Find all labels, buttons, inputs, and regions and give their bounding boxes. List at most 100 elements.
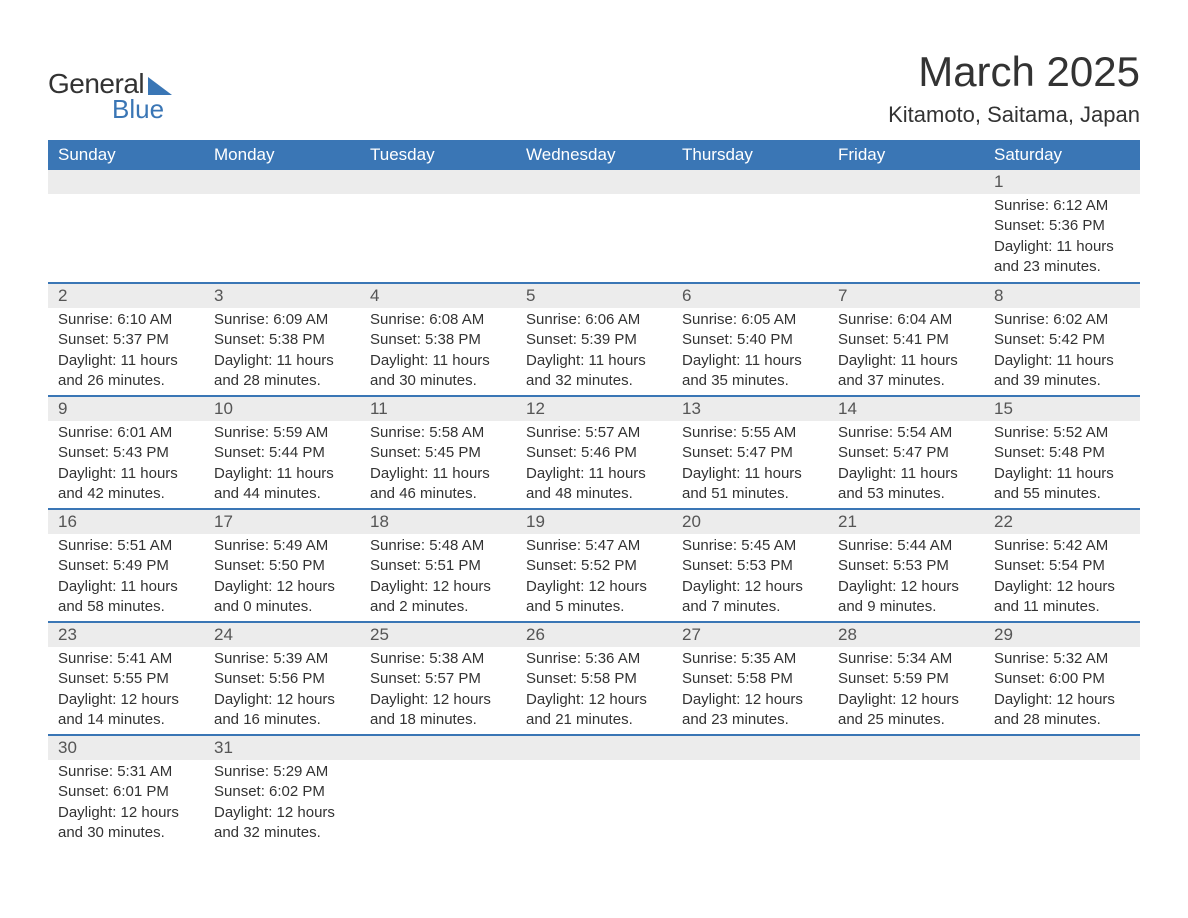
daylight-line-2: and 11 minutes. (994, 597, 1130, 617)
daylight-line-2: and 32 minutes. (214, 823, 350, 843)
details-row: Sunrise: 6:12 AMSunset: 5:36 PMDaylight:… (48, 194, 1140, 283)
daylight-line-2: and 42 minutes. (58, 484, 194, 504)
daylight-line-1: Daylight: 12 hours (214, 577, 350, 597)
sunrise-line: Sunrise: 6:01 AM (58, 423, 194, 443)
daylight-line-2: and 0 minutes. (214, 597, 350, 617)
daylight-line-1: Daylight: 11 hours (682, 464, 818, 484)
sunrise-line: Sunrise: 5:38 AM (370, 649, 506, 669)
day-details: Sunrise: 5:45 AMSunset: 5:53 PMDaylight:… (672, 534, 828, 621)
daylight-line-1: Daylight: 12 hours (214, 803, 350, 823)
day-details: Sunrise: 5:58 AMSunset: 5:45 PMDaylight:… (360, 421, 516, 508)
daylight-line-2: and 30 minutes. (58, 823, 194, 843)
day-details: Sunrise: 5:57 AMSunset: 5:46 PMDaylight:… (516, 421, 672, 508)
daylight-line-1: Daylight: 12 hours (214, 690, 350, 710)
sunrise-line: Sunrise: 5:34 AM (838, 649, 974, 669)
brand-word-blue: Blue (112, 94, 164, 125)
daylight-line-2: and 55 minutes. (994, 484, 1130, 504)
sunset-line: Sunset: 5:44 PM (214, 443, 350, 463)
day-number (672, 170, 828, 194)
day-number: 24 (204, 623, 360, 647)
daylight-line-1: Daylight: 11 hours (370, 351, 506, 371)
sunrise-line: Sunrise: 5:32 AM (994, 649, 1130, 669)
daylight-line-1: Daylight: 12 hours (370, 690, 506, 710)
day-number: 27 (672, 623, 828, 647)
sun-calendar-table: SundayMondayTuesdayWednesdayThursdayFrid… (48, 140, 1140, 848)
sunrise-line: Sunrise: 6:12 AM (994, 196, 1130, 216)
day-details: Sunrise: 5:51 AMSunset: 5:49 PMDaylight:… (48, 534, 204, 621)
day-details: Sunrise: 5:35 AMSunset: 5:58 PMDaylight:… (672, 647, 828, 734)
sunset-line: Sunset: 5:36 PM (994, 216, 1130, 236)
day-number (516, 736, 672, 760)
sunrise-line: Sunrise: 5:35 AM (682, 649, 818, 669)
daylight-line-1: Daylight: 11 hours (526, 351, 662, 371)
day-details: Sunrise: 6:08 AMSunset: 5:38 PMDaylight:… (360, 308, 516, 395)
daylight-line-1: Daylight: 11 hours (994, 351, 1130, 371)
day-number: 21 (828, 510, 984, 534)
day-details: Sunrise: 5:41 AMSunset: 5:55 PMDaylight:… (48, 647, 204, 734)
sunset-line: Sunset: 6:02 PM (214, 782, 350, 802)
daylight-line-2: and 35 minutes. (682, 371, 818, 391)
day-number: 9 (48, 397, 204, 421)
day-number (828, 736, 984, 760)
month-title: March 2025 (888, 48, 1140, 96)
title-block: March 2025 Kitamoto, Saitama, Japan (888, 48, 1140, 128)
daylight-line-2: and 26 minutes. (58, 371, 194, 391)
daynum-row: 1 (48, 170, 1140, 194)
day-number: 29 (984, 623, 1140, 647)
sunrise-line: Sunrise: 5:29 AM (214, 762, 350, 782)
day-details (828, 760, 984, 848)
day-number: 14 (828, 397, 984, 421)
day-number: 25 (360, 623, 516, 647)
sunrise-line: Sunrise: 5:52 AM (994, 423, 1130, 443)
day-details: Sunrise: 5:52 AMSunset: 5:48 PMDaylight:… (984, 421, 1140, 508)
daylight-line-2: and 23 minutes. (682, 710, 818, 730)
sunrise-line: Sunrise: 5:55 AM (682, 423, 818, 443)
details-row: Sunrise: 6:10 AMSunset: 5:37 PMDaylight:… (48, 308, 1140, 396)
day-number: 4 (360, 284, 516, 308)
sunrise-line: Sunrise: 5:39 AM (214, 649, 350, 669)
sunset-line: Sunset: 5:47 PM (838, 443, 974, 463)
weekday-header: Tuesday (360, 140, 516, 170)
daynum-row: 23242526272829 (48, 622, 1140, 647)
daylight-line-2: and 21 minutes. (526, 710, 662, 730)
day-details (516, 760, 672, 848)
sunrise-line: Sunrise: 5:59 AM (214, 423, 350, 443)
daylight-line-1: Daylight: 12 hours (58, 690, 194, 710)
day-number: 31 (204, 736, 360, 760)
daylight-line-1: Daylight: 12 hours (370, 577, 506, 597)
day-details: Sunrise: 6:02 AMSunset: 5:42 PMDaylight:… (984, 308, 1140, 395)
daylight-line-1: Daylight: 11 hours (58, 464, 194, 484)
day-details (672, 760, 828, 848)
daylight-line-2: and 37 minutes. (838, 371, 974, 391)
day-number: 17 (204, 510, 360, 534)
day-details (984, 760, 1140, 848)
weekday-header: Saturday (984, 140, 1140, 170)
day-details: Sunrise: 6:10 AMSunset: 5:37 PMDaylight:… (48, 308, 204, 395)
day-number: 26 (516, 623, 672, 647)
details-row: Sunrise: 5:51 AMSunset: 5:49 PMDaylight:… (48, 534, 1140, 622)
weekday-header: Wednesday (516, 140, 672, 170)
brand-logo: General Blue (48, 48, 172, 125)
day-number: 15 (984, 397, 1140, 421)
sunset-line: Sunset: 5:55 PM (58, 669, 194, 689)
details-row: Sunrise: 6:01 AMSunset: 5:43 PMDaylight:… (48, 421, 1140, 509)
daylight-line-2: and 7 minutes. (682, 597, 818, 617)
daynum-row: 9101112131415 (48, 396, 1140, 421)
day-number: 30 (48, 736, 204, 760)
sunset-line: Sunset: 5:45 PM (370, 443, 506, 463)
brand-triangle-icon (148, 77, 172, 95)
day-number: 18 (360, 510, 516, 534)
daynum-row: 16171819202122 (48, 509, 1140, 534)
sunrise-line: Sunrise: 5:51 AM (58, 536, 194, 556)
sunset-line: Sunset: 5:38 PM (214, 330, 350, 350)
sunset-line: Sunset: 5:47 PM (682, 443, 818, 463)
daylight-line-2: and 48 minutes. (526, 484, 662, 504)
daylight-line-2: and 32 minutes. (526, 371, 662, 391)
sunset-line: Sunset: 5:51 PM (370, 556, 506, 576)
day-number: 8 (984, 284, 1140, 308)
day-number: 20 (672, 510, 828, 534)
sunrise-line: Sunrise: 5:36 AM (526, 649, 662, 669)
sunrise-line: Sunrise: 5:48 AM (370, 536, 506, 556)
sunrise-line: Sunrise: 6:06 AM (526, 310, 662, 330)
day-number: 11 (360, 397, 516, 421)
